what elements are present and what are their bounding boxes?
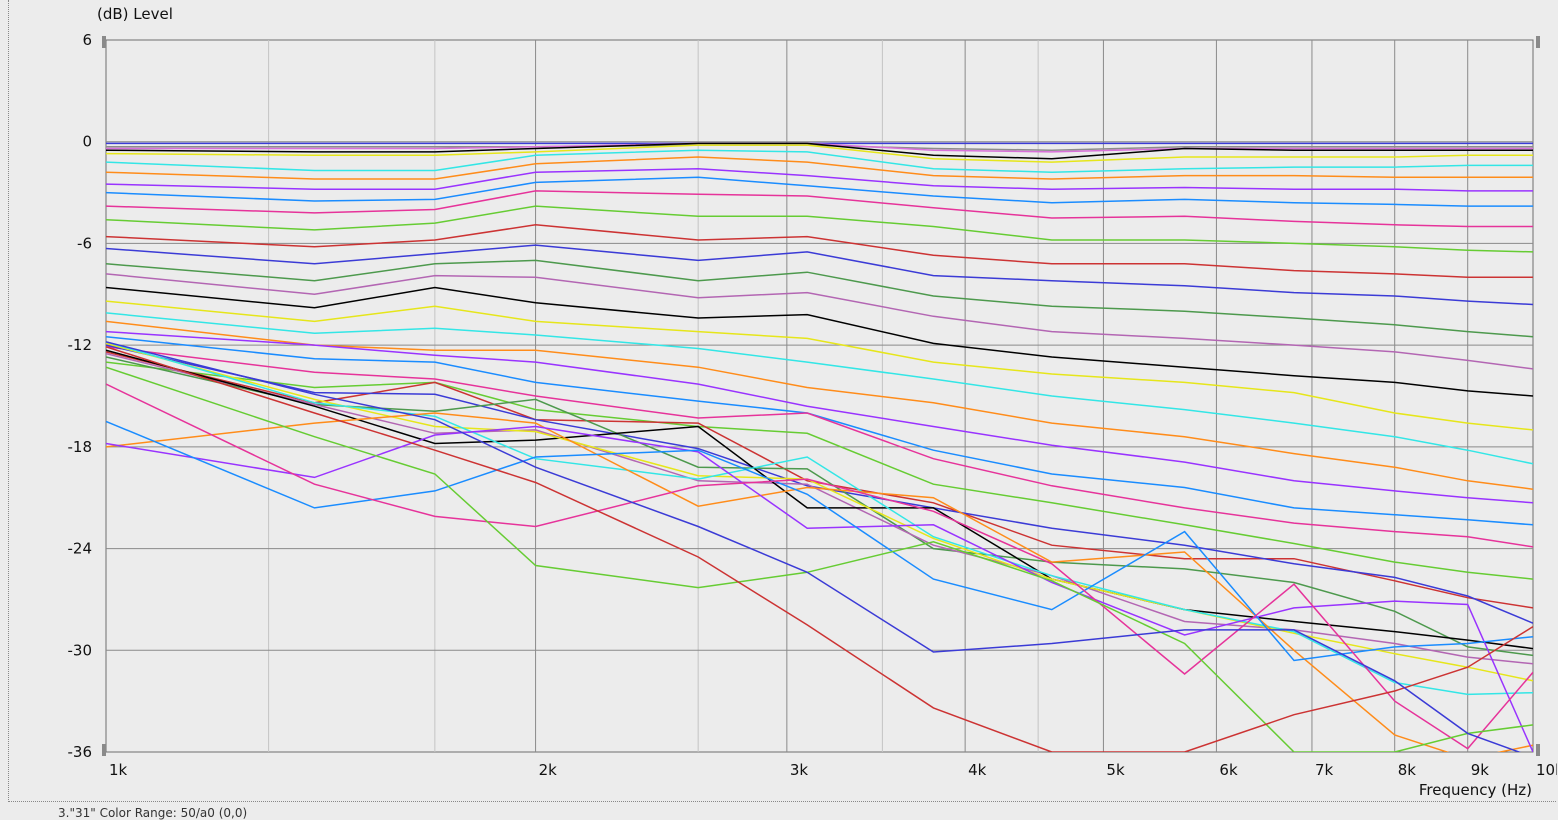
series-line-33 (106, 420, 1533, 662)
x-tick-label: 6k (1219, 761, 1238, 779)
x-tick-label: 9k (1471, 761, 1490, 779)
series-line-16 (106, 286, 1533, 397)
x-tick-label: 8k (1398, 761, 1417, 779)
series-group (106, 142, 1533, 752)
series-line-2 (106, 144, 1533, 151)
series-line-8 (106, 168, 1533, 192)
series-line-7 (106, 156, 1533, 180)
series-line-34 (106, 383, 1533, 750)
axis-handle (1536, 744, 1540, 756)
axis-handle (102, 36, 106, 48)
series-line-20 (106, 330, 1533, 504)
series-line-28 (106, 349, 1533, 650)
series-line-15 (106, 273, 1533, 370)
series-line-10 (106, 190, 1533, 228)
x-tick-label: 5k (1106, 761, 1125, 779)
series-line-18 (106, 312, 1533, 465)
x-tick-label: 2k (539, 761, 558, 779)
y-tick-label: 6 (82, 31, 92, 49)
status-bar-text: 3."31" Color Range: 50/a0 (0,0) (58, 806, 248, 820)
series-line-21 (106, 335, 1533, 526)
y-tick-label: -12 (68, 336, 93, 354)
series-line-27 (106, 352, 1533, 665)
x-tick-label: 7k (1315, 761, 1334, 779)
axis-handle (102, 744, 106, 756)
x-axis-title: Frequency (Hz) (1419, 781, 1532, 799)
series-line-29 (106, 342, 1533, 682)
series-line-31 (106, 412, 1533, 752)
series-line-36 (106, 346, 1533, 752)
series-line-32 (106, 425, 1533, 752)
chart-frame: 1k 2k 3k 4k 5k 6k 7k 8k 9k 10k 6 0 -6 -12 -18 -24 -30 -36… (8, 0, 1558, 802)
y-tick-label: 0 (82, 133, 92, 151)
series-line-6 (106, 149, 1533, 173)
series-line-14 (106, 259, 1533, 338)
series-line-26 (106, 356, 1533, 657)
series-line-19 (106, 320, 1533, 490)
y-tick-label: -36 (68, 743, 93, 761)
y-axis-title: (dB) Level (97, 5, 173, 23)
series-line-3 (106, 142, 1533, 153)
series-line-9 (106, 176, 1533, 207)
series-line-24 (106, 351, 1533, 609)
series-line-30 (106, 341, 1533, 696)
x-tick-label: 10k (1536, 761, 1557, 779)
series-line-5 (106, 144, 1533, 163)
series-line-11 (106, 205, 1533, 253)
y-tick-label: -6 (77, 234, 92, 252)
y-tick-label: -24 (68, 540, 93, 558)
series-line-13 (106, 244, 1533, 306)
series-line-12 (106, 224, 1533, 279)
x-tick-label: 1k (109, 761, 128, 779)
y-tick-label: -30 (68, 641, 93, 659)
series-line-37 (106, 341, 1522, 752)
y-tick-label: -18 (68, 438, 93, 456)
series-line-17 (106, 300, 1533, 431)
series-line-22 (106, 346, 1533, 548)
x-tick-label: 3k (790, 761, 809, 779)
frequency-response-chart: 1k 2k 3k 4k 5k 6k 7k 8k 9k 10k 6 0 -6 -12 -18 -24 -30 -36… (68, 5, 1558, 799)
series-line-35 (106, 366, 1533, 752)
series-line-4 (106, 142, 1533, 160)
axis-handle (1536, 36, 1540, 48)
x-tick-label: 4k (968, 761, 987, 779)
